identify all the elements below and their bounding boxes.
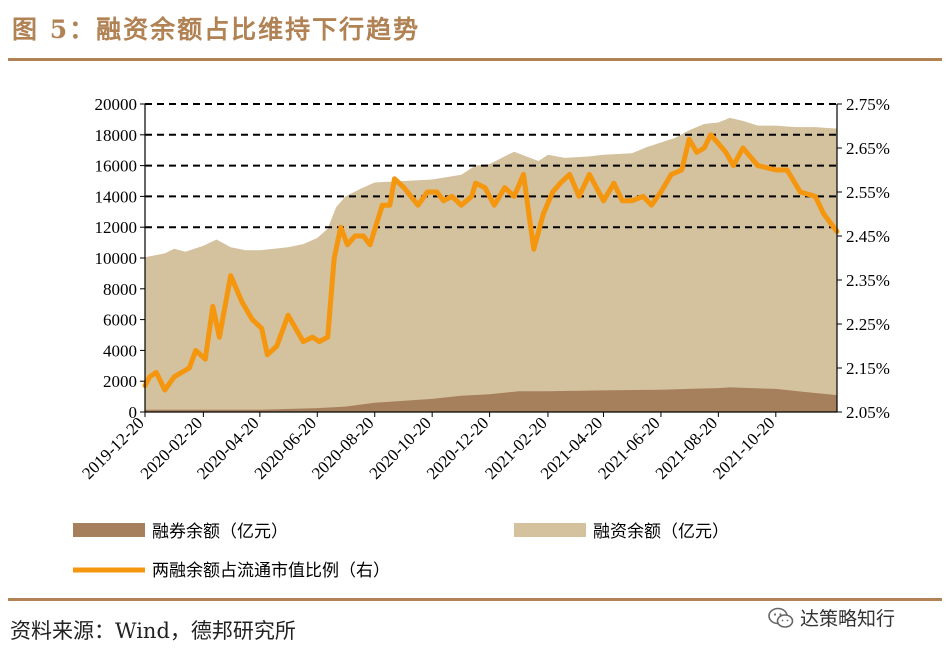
left-tick-label: 12000 (95, 218, 138, 237)
left-tick-label: 16000 (95, 157, 138, 176)
left-tick-label: 0 (129, 403, 138, 422)
x-tick-label: 2019-12-20 (78, 413, 148, 483)
grid-layer (145, 103, 837, 229)
right-tick-label: 2.35% (846, 271, 890, 290)
right-tick-label: 2.25% (846, 315, 890, 334)
legend-layer: 融券余额（亿元） 融资余额（亿元） 两融余额占流通市值比例（右） (73, 522, 729, 581)
left-tick-label: 18000 (95, 126, 138, 145)
legend-label-ratio-line: 两融余额占流通市值比例（右） (152, 561, 390, 581)
legend-label-margin-financing: 融资余额（亿元） (593, 522, 729, 542)
x-tick-label: 2020-12-20 (423, 413, 493, 483)
figure-title: 图 5：融资余额占比维持下行趋势 (12, 15, 421, 44)
line-layer (142, 132, 840, 393)
right-tick-label: 2.65% (846, 139, 890, 158)
short-selling-area (145, 387, 837, 412)
legend-label-short-selling: 融券余额（亿元） (152, 522, 288, 542)
source-note: 资料来源：Wind，德邦研究所 (10, 619, 296, 643)
right-tick-label: 2.75% (846, 95, 890, 114)
ratio-line (142, 132, 840, 393)
chart: 0 2000 4000 6000 8000 10000 12000 14000 16000 180… (73, 95, 890, 581)
left-tick-label: 14000 (95, 187, 138, 206)
left-tick-label: 20000 (95, 95, 138, 114)
left-tick-label: 8000 (103, 280, 137, 299)
x-tick-label: 2021-10-20 (709, 413, 779, 483)
left-tick-label: 4000 (103, 341, 137, 360)
watermark: 达策略知行 (768, 604, 895, 631)
left-tick-label: 6000 (103, 311, 137, 330)
left-tick-label: 10000 (95, 249, 138, 268)
wechat-icon (768, 607, 794, 628)
bottom-rule (8, 598, 942, 601)
right-tick-label: 2.15% (846, 359, 890, 378)
left-tick-label: 2000 (103, 372, 137, 391)
legend-swatch-margin-financing (514, 523, 586, 537)
right-tick-label: 2.55% (846, 183, 890, 202)
right-tick-label: 2.05% (846, 403, 890, 422)
right-tick-label: 2.45% (846, 227, 890, 246)
watermark-text: 达策略知行 (800, 608, 896, 630)
legend-swatch-short-selling (73, 523, 145, 537)
title-rule (8, 58, 942, 61)
